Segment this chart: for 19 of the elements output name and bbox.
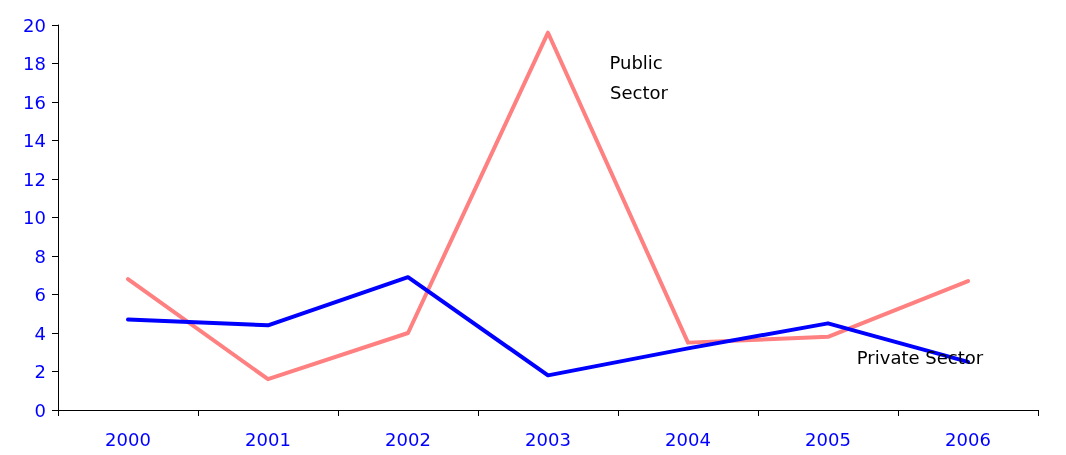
y-tick-label: 12 — [23, 168, 46, 190]
y-tick-label: 16 — [23, 91, 46, 113]
y-tick-label: 14 — [23, 130, 46, 151]
x-tick-label: 2001 — [245, 428, 291, 450]
y-tick-label: 2 — [34, 361, 46, 382]
y-tick-label: 10 — [23, 207, 46, 228]
x-tick-label: 2003 — [525, 428, 571, 450]
x-tick-label: 2005 — [805, 428, 851, 450]
series-label: Public Sector — [609, 52, 669, 104]
x-tick-label: 2000 — [105, 428, 151, 450]
y-tick-label: 18 — [23, 53, 46, 74]
y-tick-label: 20 — [23, 14, 46, 36]
y-tick-label: 0 — [34, 399, 46, 421]
x-tick-label: 2002 — [385, 428, 431, 450]
y-tick-label: 4 — [34, 322, 46, 344]
y-tick-label: 8 — [34, 245, 46, 267]
x-tick-label: 2006 — [945, 428, 991, 450]
x-tick-label: 2004 — [665, 428, 711, 450]
y-tick-label: 6 — [34, 284, 46, 305]
